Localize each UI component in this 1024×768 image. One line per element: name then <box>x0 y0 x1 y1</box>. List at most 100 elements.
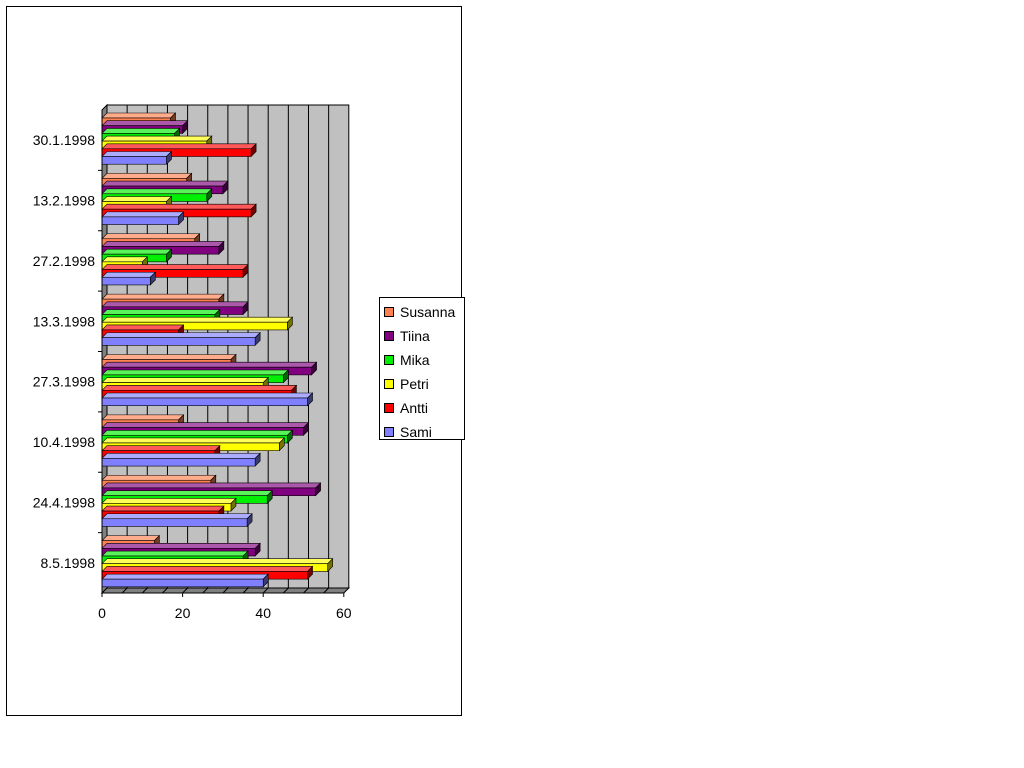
gridline <box>141 587 148 594</box>
gridline <box>182 587 188 594</box>
bar-top-sami <box>101 573 269 580</box>
bar-top-susanna <box>101 354 237 360</box>
legend-swatch <box>384 403 394 413</box>
chart-legend: Susanna Tiina Mika Petri Antti Sami <box>379 297 465 440</box>
bar-top-antti <box>101 505 225 512</box>
legend-item-antti: Antti <box>384 396 464 420</box>
gridline <box>162 587 168 594</box>
bar-top-mika <box>101 369 290 376</box>
bar-top-petri <box>101 256 149 263</box>
bar-top-tiina <box>101 301 249 308</box>
bar-sami <box>101 518 248 527</box>
legend-item-susanna: Susanna <box>384 300 464 324</box>
chart-frame: 30.1.1998 13.2.1998 27.2.1998 13.3.1998 27.3… <box>6 6 465 716</box>
legend-label: Sami <box>400 424 432 440</box>
gridline <box>262 587 269 594</box>
bar-top-susanna <box>101 414 185 421</box>
gridline <box>323 587 330 594</box>
bar-chart: 30.1.1998 13.2.1998 27.2.1998 13.3.1998 27.3… <box>33 103 352 621</box>
bar-top-tiina <box>101 241 225 247</box>
bar-top-tiina <box>101 120 189 126</box>
bar-sami <box>101 337 256 346</box>
bar-top-petri <box>101 558 334 565</box>
legend-item-petri: Petri <box>384 372 464 396</box>
bar-top-petri <box>101 377 269 383</box>
bar-top-sami <box>101 151 173 157</box>
x-tick-label: 0 <box>98 605 106 621</box>
bar-top-antti <box>101 445 221 451</box>
legend-swatch <box>384 331 394 341</box>
bar-top-tiina <box>101 361 318 368</box>
y-tick-label: 27.3.1998 <box>33 374 95 390</box>
bar-top-antti <box>101 566 314 572</box>
legend-label: Mika <box>400 352 430 368</box>
legend-item-mika: Mika <box>384 348 464 372</box>
legend-swatch <box>384 379 394 389</box>
legend-swatch <box>384 427 394 437</box>
bar-top-petri <box>101 437 286 444</box>
bar-sami <box>101 276 151 286</box>
bar-top-susanna <box>101 535 161 541</box>
y-tick-label: 8.5.1998 <box>41 555 96 571</box>
gridline <box>242 587 249 594</box>
bar-top-tiina <box>101 180 229 187</box>
bar-top-mika <box>101 248 173 255</box>
bar-top-antti <box>101 384 298 391</box>
gridline <box>202 587 209 594</box>
bar-top-tiina <box>101 422 310 428</box>
bar-top-mika <box>101 490 273 496</box>
y-tick-label: 13.3.1998 <box>33 313 95 329</box>
bar-top-susanna <box>101 233 201 240</box>
x-tick-label: 60 <box>336 605 352 621</box>
bar-sami <box>101 216 179 225</box>
legend-label: Tiina <box>400 328 430 344</box>
x-tick-label: 40 <box>255 605 271 621</box>
bar-top-petri <box>101 196 173 202</box>
y-tick-label: 30.1.1998 <box>33 132 95 148</box>
bar-sami <box>101 458 256 467</box>
bar-top-susanna <box>101 474 217 481</box>
legend-item-tiina: Tiina <box>384 324 464 348</box>
y-tick-label: 10.4.1998 <box>33 434 95 450</box>
bar-top-mika <box>101 429 294 436</box>
bar-top-antti <box>101 203 257 210</box>
bar-top-antti <box>101 264 249 270</box>
legend-item-sami: Sami <box>384 420 464 444</box>
bar-top-sami <box>101 332 261 338</box>
legend-label: Antti <box>400 400 429 416</box>
y-tick-label: 13.2.1998 <box>33 193 95 209</box>
bar-top-mika <box>101 188 213 195</box>
bar-top-tiina <box>101 482 322 489</box>
bar-top-petri <box>101 498 237 504</box>
bar-sami <box>101 578 264 588</box>
gridline <box>222 587 229 594</box>
bar-top-mika <box>101 128 181 134</box>
bar-top-sami <box>101 392 314 399</box>
bar-sami <box>101 156 167 165</box>
bar-sami <box>101 397 308 406</box>
bar-top-mika <box>101 550 249 557</box>
bar-top-susanna <box>101 293 225 300</box>
bar-top-petri <box>101 135 213 142</box>
gridline <box>303 587 309 594</box>
bar-top-sami <box>101 513 253 520</box>
bar-top-tiina <box>101 543 261 549</box>
bar-top-susanna <box>101 173 193 179</box>
bar-top-antti <box>101 143 257 150</box>
legend-label: Susanna <box>400 304 456 320</box>
bar-top-sami <box>101 211 185 218</box>
bar-top-mika <box>101 309 221 315</box>
legend-swatch <box>384 307 394 317</box>
bar-top-sami <box>101 453 261 459</box>
gridline <box>282 587 289 594</box>
y-tick-label: 27.2.1998 <box>33 253 95 269</box>
bar-top-petri <box>101 316 294 323</box>
x-tick-label: 20 <box>175 605 191 621</box>
bar-top-antti <box>101 324 185 331</box>
bar-top-susanna <box>101 112 177 119</box>
legend-label: Petri <box>400 376 429 392</box>
legend-swatch <box>384 355 394 365</box>
y-tick-label: 24.4.1998 <box>33 494 95 510</box>
gridline <box>121 587 128 594</box>
bar-top-sami <box>101 271 157 278</box>
